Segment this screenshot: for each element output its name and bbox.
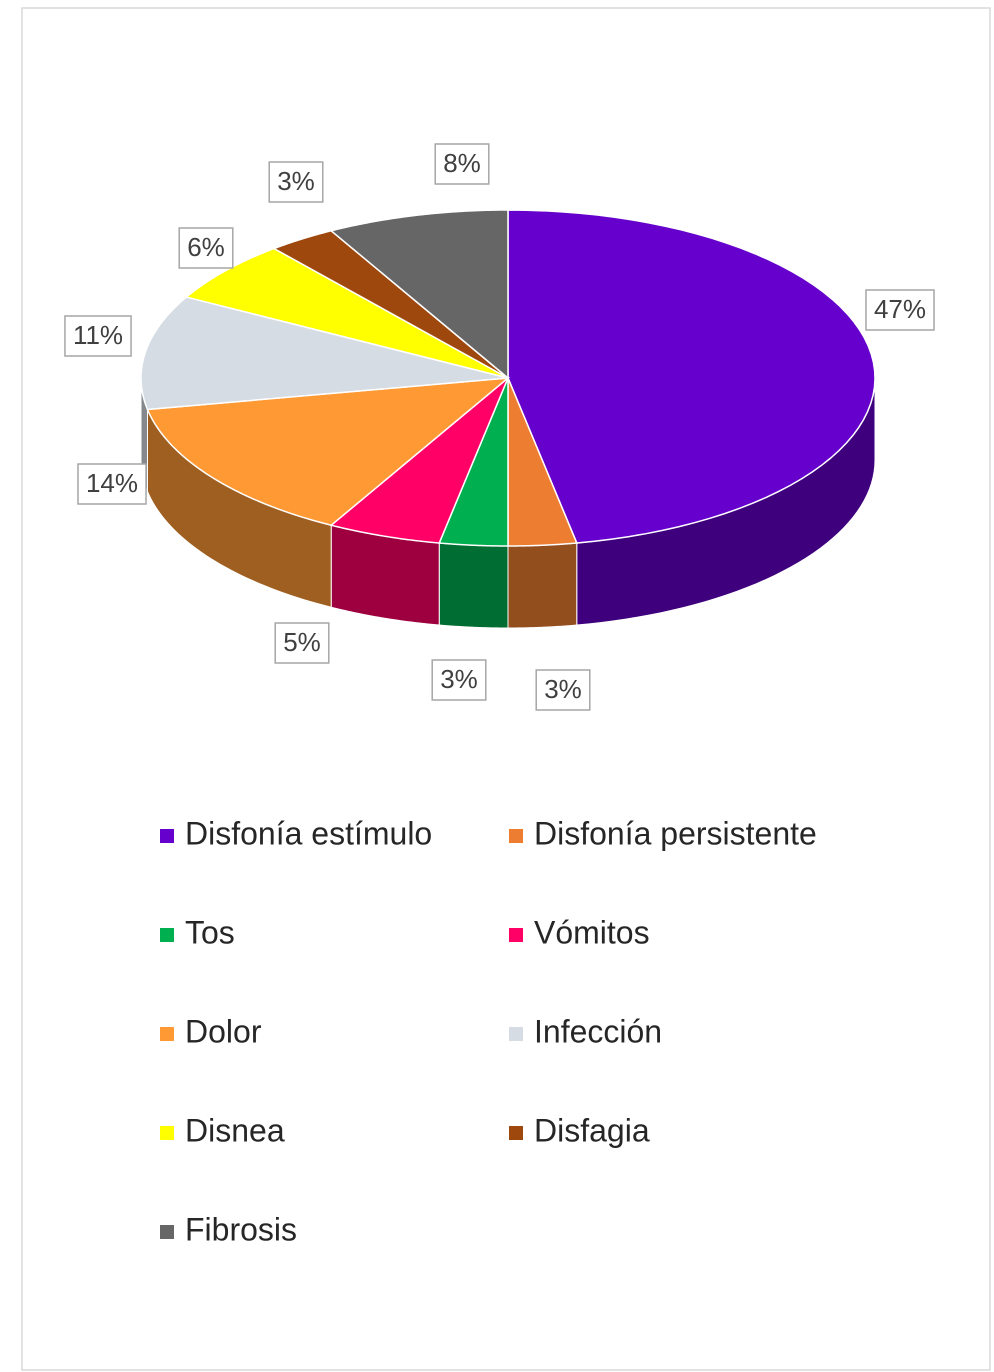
- data-label-box: [865, 289, 935, 331]
- data-label-box: [434, 143, 490, 185]
- data-label: 3%: [535, 669, 591, 711]
- legend-swatch: [160, 1225, 174, 1239]
- data-label: 3%: [268, 161, 324, 203]
- data-label-text: 3%: [277, 166, 315, 196]
- data-label-box: [431, 659, 487, 701]
- legend-label: Dolor: [185, 1013, 262, 1049]
- legend-label: Disfonía estímulo: [185, 815, 432, 851]
- pie-slice: [507, 377, 578, 547]
- data-label-text: 47%: [874, 294, 926, 324]
- legend-label: Tos: [185, 914, 235, 950]
- pie-slice: [184, 247, 509, 379]
- slice-side: [438, 542, 509, 629]
- data-label: 5%: [274, 622, 330, 664]
- legend-swatch: [160, 829, 174, 843]
- data-label: 11%: [64, 315, 132, 357]
- legend-swatch: [160, 928, 174, 942]
- data-label: 3%: [431, 659, 487, 701]
- pie-slice: [507, 209, 876, 544]
- slice-side: [507, 542, 578, 629]
- legend-label: Disnea: [185, 1112, 285, 1148]
- legend-label: Fibrosis: [185, 1211, 297, 1247]
- data-label: 47%: [865, 289, 935, 331]
- legend-swatch: [509, 829, 523, 843]
- legend-label: Infección: [534, 1013, 662, 1049]
- pie-slice: [146, 377, 511, 527]
- data-label-box: [274, 622, 330, 664]
- data-label-box: [535, 669, 591, 711]
- data-label-box: [268, 161, 324, 203]
- pie-slice: [329, 209, 509, 380]
- legend-swatch: [509, 1027, 523, 1041]
- data-label: 6%: [178, 227, 234, 269]
- legend-label: Vómitos: [534, 914, 650, 950]
- legend-swatch: [509, 1126, 523, 1140]
- data-label-text: 3%: [544, 674, 582, 704]
- data-label-box: [77, 463, 147, 505]
- data-label: 14%: [77, 463, 147, 505]
- data-label-text: 8%: [443, 148, 481, 178]
- data-label-text: 3%: [440, 664, 478, 694]
- data-label: 8%: [434, 143, 490, 185]
- data-label-text: 14%: [86, 468, 138, 498]
- pie-slice: [329, 377, 509, 544]
- data-label-text: 5%: [283, 627, 321, 657]
- data-label-box: [64, 315, 132, 357]
- legend-swatch: [160, 1027, 174, 1041]
- data-label-text: 6%: [187, 232, 225, 262]
- pie-slice: [140, 296, 509, 411]
- legend-swatch: [160, 1126, 174, 1140]
- legend-label: Disfagia: [534, 1112, 650, 1148]
- legend-swatch: [509, 928, 523, 942]
- legend-label: Disfonía persistente: [534, 815, 817, 851]
- pie-slice: [272, 229, 509, 379]
- data-label-text: 11%: [73, 320, 123, 350]
- data-label-box: [178, 227, 234, 269]
